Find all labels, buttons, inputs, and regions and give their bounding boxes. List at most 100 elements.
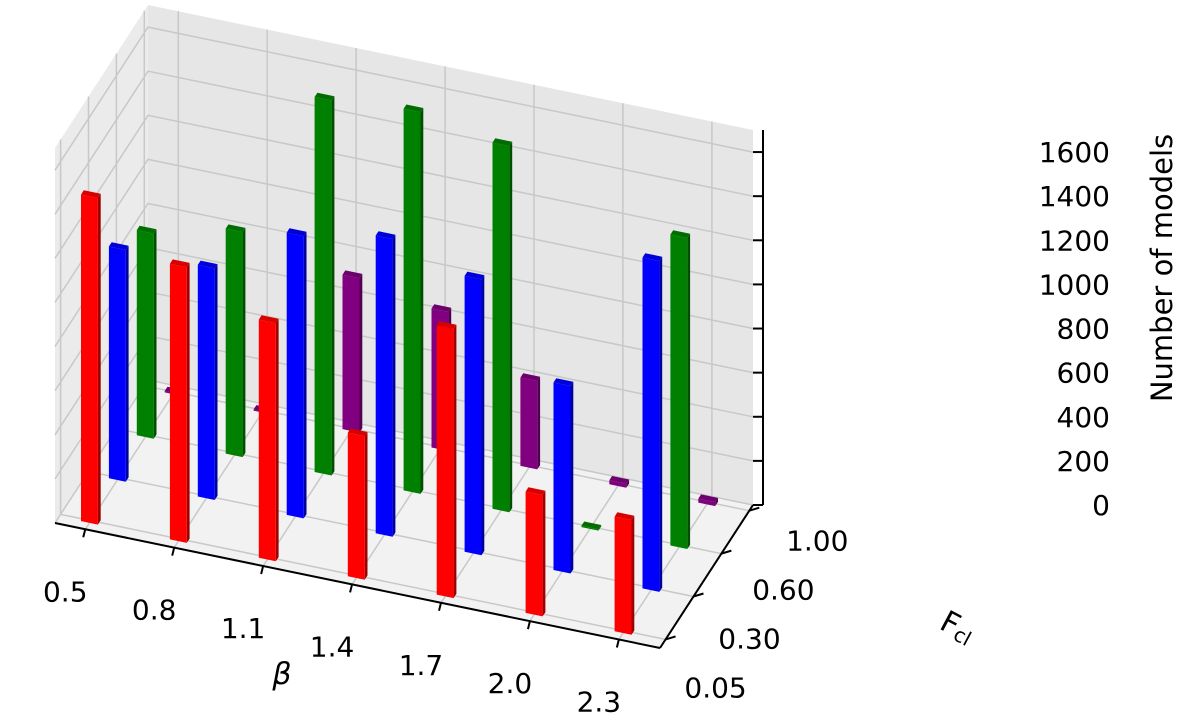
z-tick-label: 800 (1057, 313, 1110, 346)
bar (197, 260, 218, 500)
grid-line-z (54, 26, 754, 171)
bar-side-face (303, 231, 307, 519)
tick-labels: 0.5 0.8 1.1 1.4 1.7 2.0 2.3 0.05 0.30 0.60 1.00 0 20… (43, 136, 1110, 714)
bar-front-face (642, 257, 660, 592)
bar-top-face (492, 138, 513, 147)
bar-front-face (403, 108, 421, 494)
bar-top-face (197, 260, 218, 269)
z-tick-label: 400 (1057, 401, 1110, 434)
bar-side-face (542, 490, 546, 617)
bar-front-face (436, 325, 454, 599)
x-tick-label: 2.0 (488, 667, 533, 700)
bar-side-face (537, 376, 541, 470)
bar-front-face (342, 274, 360, 433)
z-tick-label: 1200 (1039, 224, 1110, 257)
x-tick-mark (82, 529, 87, 538)
bar-top-face (614, 512, 635, 521)
bar (642, 253, 663, 592)
bar-front-face (464, 275, 482, 556)
bar-top-face (108, 242, 129, 250)
bar-side-face (186, 262, 190, 543)
bar (375, 231, 396, 537)
bar (698, 494, 718, 507)
bar (342, 270, 363, 433)
bar-front-face (670, 234, 688, 549)
x-tick-label: 1.7 (399, 649, 444, 682)
y-tick-label: 0.60 (752, 574, 814, 607)
bar-front-face (108, 246, 126, 482)
bar-front-face (81, 194, 98, 525)
bar-top-face (642, 253, 663, 261)
y-axis-line (659, 504, 754, 649)
bar-front-face (136, 230, 154, 439)
bar-top-face (670, 230, 691, 238)
bar-side-face (392, 234, 396, 537)
bar (403, 104, 424, 494)
bar-side-face (125, 245, 129, 482)
bar (258, 315, 279, 562)
x-tick-label: 2.3 (577, 686, 622, 714)
bar-front-face (258, 319, 276, 562)
bar-front-face (614, 516, 632, 635)
bar-front-face (197, 264, 215, 500)
x-axis-line (54, 522, 661, 649)
bar-front-face (581, 525, 599, 531)
z-axis-label: Number of models (1145, 134, 1179, 402)
bar-front-face (286, 232, 304, 519)
bar-front-face (698, 498, 716, 507)
bar-side-face (242, 227, 246, 458)
x-tick-label: 1.1 (221, 612, 266, 645)
bar-side-face (481, 275, 485, 556)
bar-side-face (97, 193, 101, 525)
y-tick-label: 1.00 (786, 525, 848, 558)
bar (169, 259, 190, 543)
bar (108, 242, 129, 482)
x-tick-label: 0.8 (132, 594, 177, 627)
bar-top-face (436, 321, 457, 329)
x-tick-mark (526, 620, 531, 630)
x-tick-label: 0.5 (43, 575, 88, 608)
bar-side-face (275, 318, 279, 562)
bar (464, 271, 485, 556)
axis-lines (54, 130, 764, 649)
y-tick-mark (748, 506, 760, 512)
bar-top-face (698, 494, 718, 503)
bar-top-face (431, 304, 452, 312)
y-axis-label: Fcl (934, 604, 980, 651)
bar (347, 428, 368, 580)
bar-side-face (509, 141, 513, 513)
bar-top-face (347, 428, 368, 437)
z-tick-label: 1400 (1039, 180, 1110, 213)
x-tick-label: 1.4 (310, 630, 355, 663)
z-tick-label: 1600 (1039, 136, 1110, 169)
bar (520, 373, 541, 470)
bar (609, 476, 630, 488)
bar-top-face (464, 271, 485, 280)
bar (225, 224, 246, 458)
bar-side-face (598, 525, 602, 531)
bar-side-face (570, 381, 574, 574)
y-tick-label: 0.05 (684, 671, 746, 704)
bar-front-face (225, 228, 243, 458)
bar-top-face (258, 315, 279, 324)
x-tick-mark (171, 547, 176, 556)
bar-side-face (715, 497, 718, 507)
bar-top-face (609, 476, 630, 484)
bar-side-face (364, 432, 368, 580)
bar-top-face (342, 270, 363, 279)
z-tick-label: 0 (1092, 489, 1110, 522)
bar-front-face (525, 491, 543, 617)
bar-top-face (525, 487, 546, 496)
bar-front-face (520, 377, 538, 470)
bar-top-face (314, 92, 335, 101)
y-tick-mark (693, 592, 704, 598)
bar-top-face (81, 190, 101, 199)
x-tick-mark (438, 602, 442, 611)
bar-top-face (581, 521, 602, 530)
bar-side-face (420, 108, 424, 494)
bar-side-face (687, 233, 691, 549)
z-tick-label: 1000 (1039, 268, 1110, 301)
bar-top-face (375, 231, 396, 239)
bar-side-face (659, 256, 663, 592)
bar (525, 487, 546, 617)
